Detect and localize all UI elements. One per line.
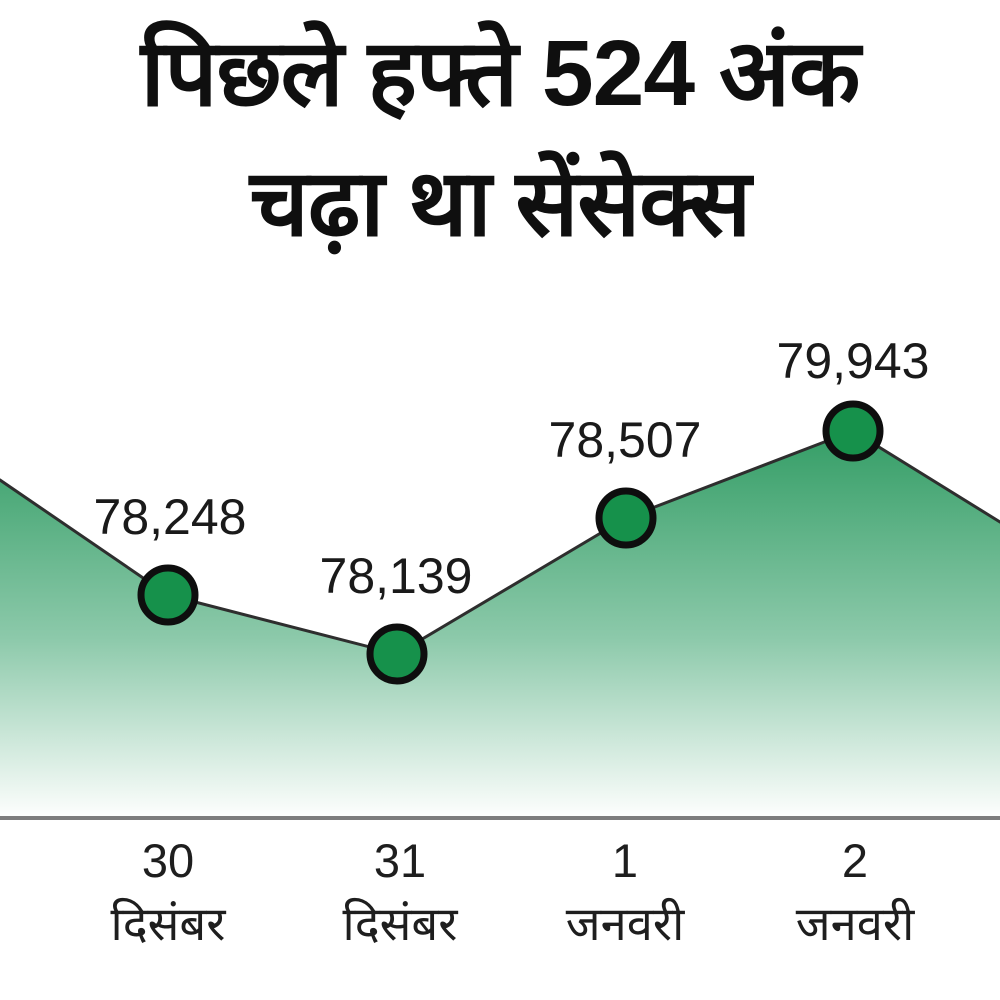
- data-point-label: 78,139: [320, 548, 473, 604]
- x-tick-day: 1: [612, 834, 638, 887]
- data-point-label: 78,507: [549, 412, 702, 468]
- data-point-label: 79,943: [777, 333, 930, 389]
- x-tick-day: 31: [374, 834, 426, 887]
- data-point-label: 78,248: [94, 489, 247, 545]
- area-fill: [0, 431, 1000, 816]
- chart-title-line1: पिछले हफ्ते 524 अंक: [140, 21, 861, 125]
- chart-title: पिछले हफ्ते 524 अंक चढ़ा था सेंसेक्स: [0, 0, 1000, 268]
- x-tick-month: दिसंबर: [111, 897, 227, 950]
- x-tick-day: 2: [842, 834, 868, 887]
- data-point-marker: [137, 564, 199, 626]
- x-tick-month: जनवरी: [796, 897, 915, 950]
- data-point-marker: [822, 400, 884, 462]
- chart-title-line2: चढ़ा था सेंसेक्स: [249, 151, 751, 256]
- x-tick-month: जनवरी: [566, 897, 685, 950]
- data-point-marker: [595, 487, 657, 549]
- x-tick-month: दिसंबर: [343, 897, 459, 950]
- data-point-marker: [366, 623, 428, 685]
- x-tick-day: 30: [142, 834, 194, 887]
